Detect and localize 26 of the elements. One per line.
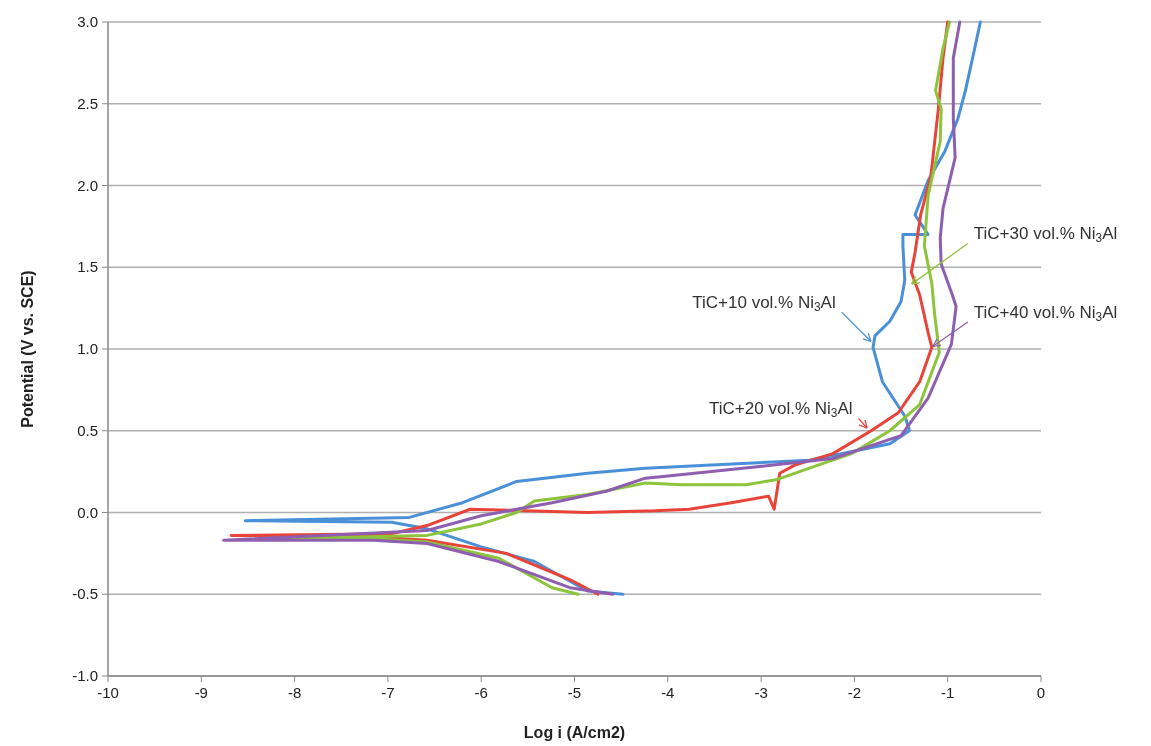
x-tick-label: -10: [97, 684, 119, 701]
x-tick-label: -8: [287, 684, 302, 701]
x-tick-label: -1: [941, 684, 955, 701]
y-tick-label: -1.0: [72, 667, 98, 684]
x-tick-label: -4: [661, 684, 675, 701]
y-tick-label: 2.5: [77, 94, 98, 112]
x-tick-label: -5: [567, 684, 582, 701]
y-tick-label: 0.0: [77, 503, 98, 521]
y-tick-label: 3.0: [77, 13, 98, 30]
x-tick-label: -7: [381, 684, 395, 701]
x-tick-label: -2: [847, 684, 862, 701]
y-axis-title: Potential (V vs. SCE): [19, 270, 36, 428]
x-tick-label: -3: [754, 684, 768, 701]
y-tick-label: 1.5: [77, 258, 98, 276]
text: TiC+30 vol.% Ni$_{3}$Al: [973, 224, 1118, 246]
series-label: TiC+20 vol.% Ni$_{3}$Al: [709, 399, 853, 421]
y-tick-label: 0.5: [77, 421, 98, 439]
series-label: TiC+40 vol.% Ni$_{3}$Al: [973, 302, 1118, 324]
x-tick-label: -6: [474, 684, 488, 701]
y-tick-label: 2.0: [77, 176, 98, 194]
y-tick-label: 1.0: [77, 340, 98, 357]
x-tick-label: -9: [194, 684, 208, 701]
x-tick-label: 0: [1036, 684, 1046, 701]
x-axis-title: Log i (A/cm2): [523, 724, 626, 741]
y-tick-label: -0.5: [72, 585, 98, 603]
text: TiC+10 vol.% Ni$_{3}$Al: [692, 293, 836, 315]
